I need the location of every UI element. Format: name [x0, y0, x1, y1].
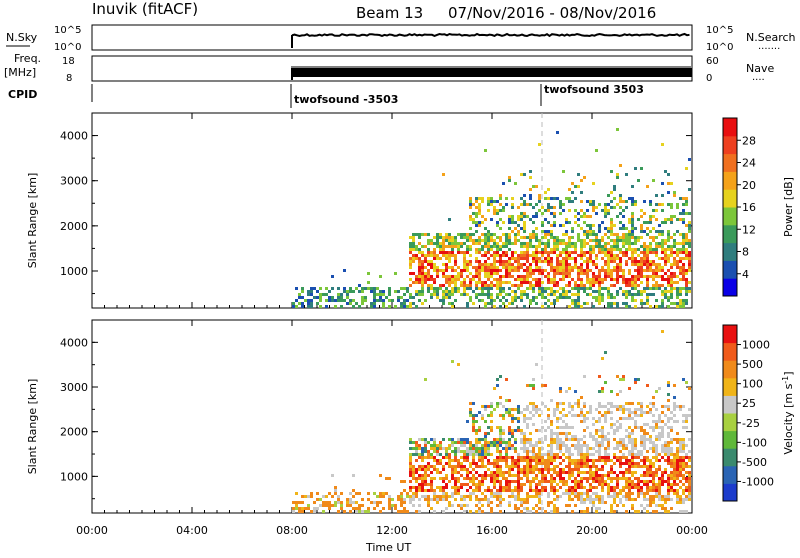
- colorbar-swatch: [723, 278, 737, 297]
- y-tick-label: 4000: [60, 130, 88, 143]
- y-tick-label: 1000: [60, 470, 88, 483]
- nsky-panel: N.Sky 10^5 10^0 10^5 10^0 N.Search .....…: [6, 24, 796, 53]
- nsky-tick-bottom: 10^0: [54, 42, 81, 53]
- colorbar-swatch: [723, 377, 737, 396]
- colorbar-swatch: [723, 342, 737, 361]
- colorbar-swatch: [723, 207, 737, 226]
- x-axis-title: Time UT: [365, 541, 411, 554]
- colorbar-tick: 100: [742, 378, 763, 391]
- freq-panel: Freq. [MHz] 18 8 60 0 Nave ....: [4, 52, 774, 84]
- freq-tick-top: 18: [62, 56, 75, 67]
- x-tick-label: 12:00: [376, 524, 408, 537]
- heatmap-cells-1: [292, 330, 691, 513]
- nsearch-dots: .......: [758, 41, 780, 52]
- colorbar-swatch: [723, 448, 737, 467]
- colorbar-tick: 24: [742, 157, 756, 170]
- cpid-mode-2: twofsound 3503: [544, 83, 644, 96]
- colorbar-tick: 28: [742, 134, 756, 147]
- y-tick-label: 3000: [60, 175, 88, 188]
- colorbar-swatch: [723, 325, 737, 344]
- y-axis-title: Slant Range [km]: [26, 173, 39, 269]
- colorbar-tick: 25: [742, 397, 756, 410]
- velocity-panel: 00:00 04:00 08:00 12:00 16:00 20:00 00:00 1000 2…: [26, 319, 795, 537]
- colorbar-swatch: [723, 135, 737, 155]
- y-tick-label: 2000: [60, 426, 88, 439]
- colorbar-swatch: [723, 171, 737, 190]
- heatmap-cells-0: [292, 128, 691, 308]
- y-tick-label: 2000: [60, 220, 88, 233]
- cpid-mode-1: twofsound -3503: [294, 93, 398, 106]
- nsearch-tick-bottom: 10^0: [706, 42, 733, 53]
- nave-tick-bottom: 0: [706, 73, 712, 84]
- freq-unit: [MHz]: [4, 66, 36, 79]
- colorbar-tick: 20: [742, 179, 756, 192]
- cpid-label: CPID: [8, 88, 37, 101]
- colorbar-tick: 8: [742, 246, 749, 259]
- colorbar-tick: -500: [742, 456, 767, 469]
- colorbar-swatch: [723, 189, 737, 208]
- y-axis-title: Slant Range [km]: [26, 379, 39, 475]
- beam-label: Beam 13: [356, 4, 423, 22]
- station-title: Inuvik (fitACF): [92, 0, 198, 18]
- colorbar-title: Power [dB]: [782, 177, 795, 237]
- nave-label: Nave: [746, 62, 774, 75]
- colorbar-tick: 4: [742, 268, 749, 281]
- colorbar-tick: -1000: [742, 475, 774, 488]
- x-tick-label: 20:00: [576, 524, 608, 537]
- freq-tick-bottom: 8: [66, 73, 72, 84]
- colorbar-swatch: [723, 395, 737, 414]
- x-tick-label: 16:00: [476, 524, 508, 537]
- cpid-row: CPID twofsound -3503 twofsound 3503: [8, 83, 644, 108]
- colorbar-swatch: [723, 118, 737, 137]
- nsearch-label: N.Search: [746, 31, 796, 44]
- nsearch-tick-top: 10^5: [706, 25, 733, 36]
- nsky-tick-top: 10^5: [54, 25, 81, 36]
- y-tick-label: 3000: [60, 381, 88, 394]
- colorbar-tick: 16: [742, 201, 756, 214]
- nave-tick-top: 60: [706, 56, 719, 67]
- colorbar-title: Velocity [m s-1]: [781, 371, 795, 454]
- colorbar-swatch: [723, 483, 737, 502]
- x-tick-label: 00:00: [76, 524, 108, 537]
- colorbar-swatch: [723, 153, 737, 172]
- colorbar-swatch: [723, 413, 737, 432]
- colorbar-swatch: [723, 242, 737, 261]
- y-tick-label: 4000: [60, 336, 88, 349]
- colorbar-tick: -25: [742, 417, 760, 430]
- x-tick-label: 04:00: [176, 524, 208, 537]
- colorbar-swatch: [723, 360, 737, 379]
- nave-dots: ....: [752, 72, 765, 83]
- nsky-label: N.Sky: [6, 31, 38, 44]
- freq-label: Freq.: [14, 52, 41, 65]
- colorbar-swatch: [723, 465, 737, 484]
- colorbar-tick: 12: [742, 223, 756, 236]
- colorbar-tick: 1000: [742, 339, 770, 352]
- colorbar-tick: 500: [742, 358, 763, 371]
- power-panel: 1000 2000 3000 4000 Slant Range [km] 4 8 12 16 20…: [26, 112, 795, 309]
- colorbar-swatch: [723, 260, 737, 279]
- x-tick-label: 00:00: [676, 524, 708, 537]
- colorbar-swatch: [723, 430, 737, 449]
- x-tick-label: 08:00: [276, 524, 308, 537]
- date-range: 07/Nov/2016 - 08/Nov/2016: [448, 4, 656, 22]
- colorbar-tick: -100: [742, 436, 767, 449]
- y-tick-label: 1000: [60, 265, 88, 278]
- freq-trace: [291, 66, 693, 80]
- colorbar-swatch: [723, 224, 737, 244]
- nsky-trace: [291, 32, 690, 48]
